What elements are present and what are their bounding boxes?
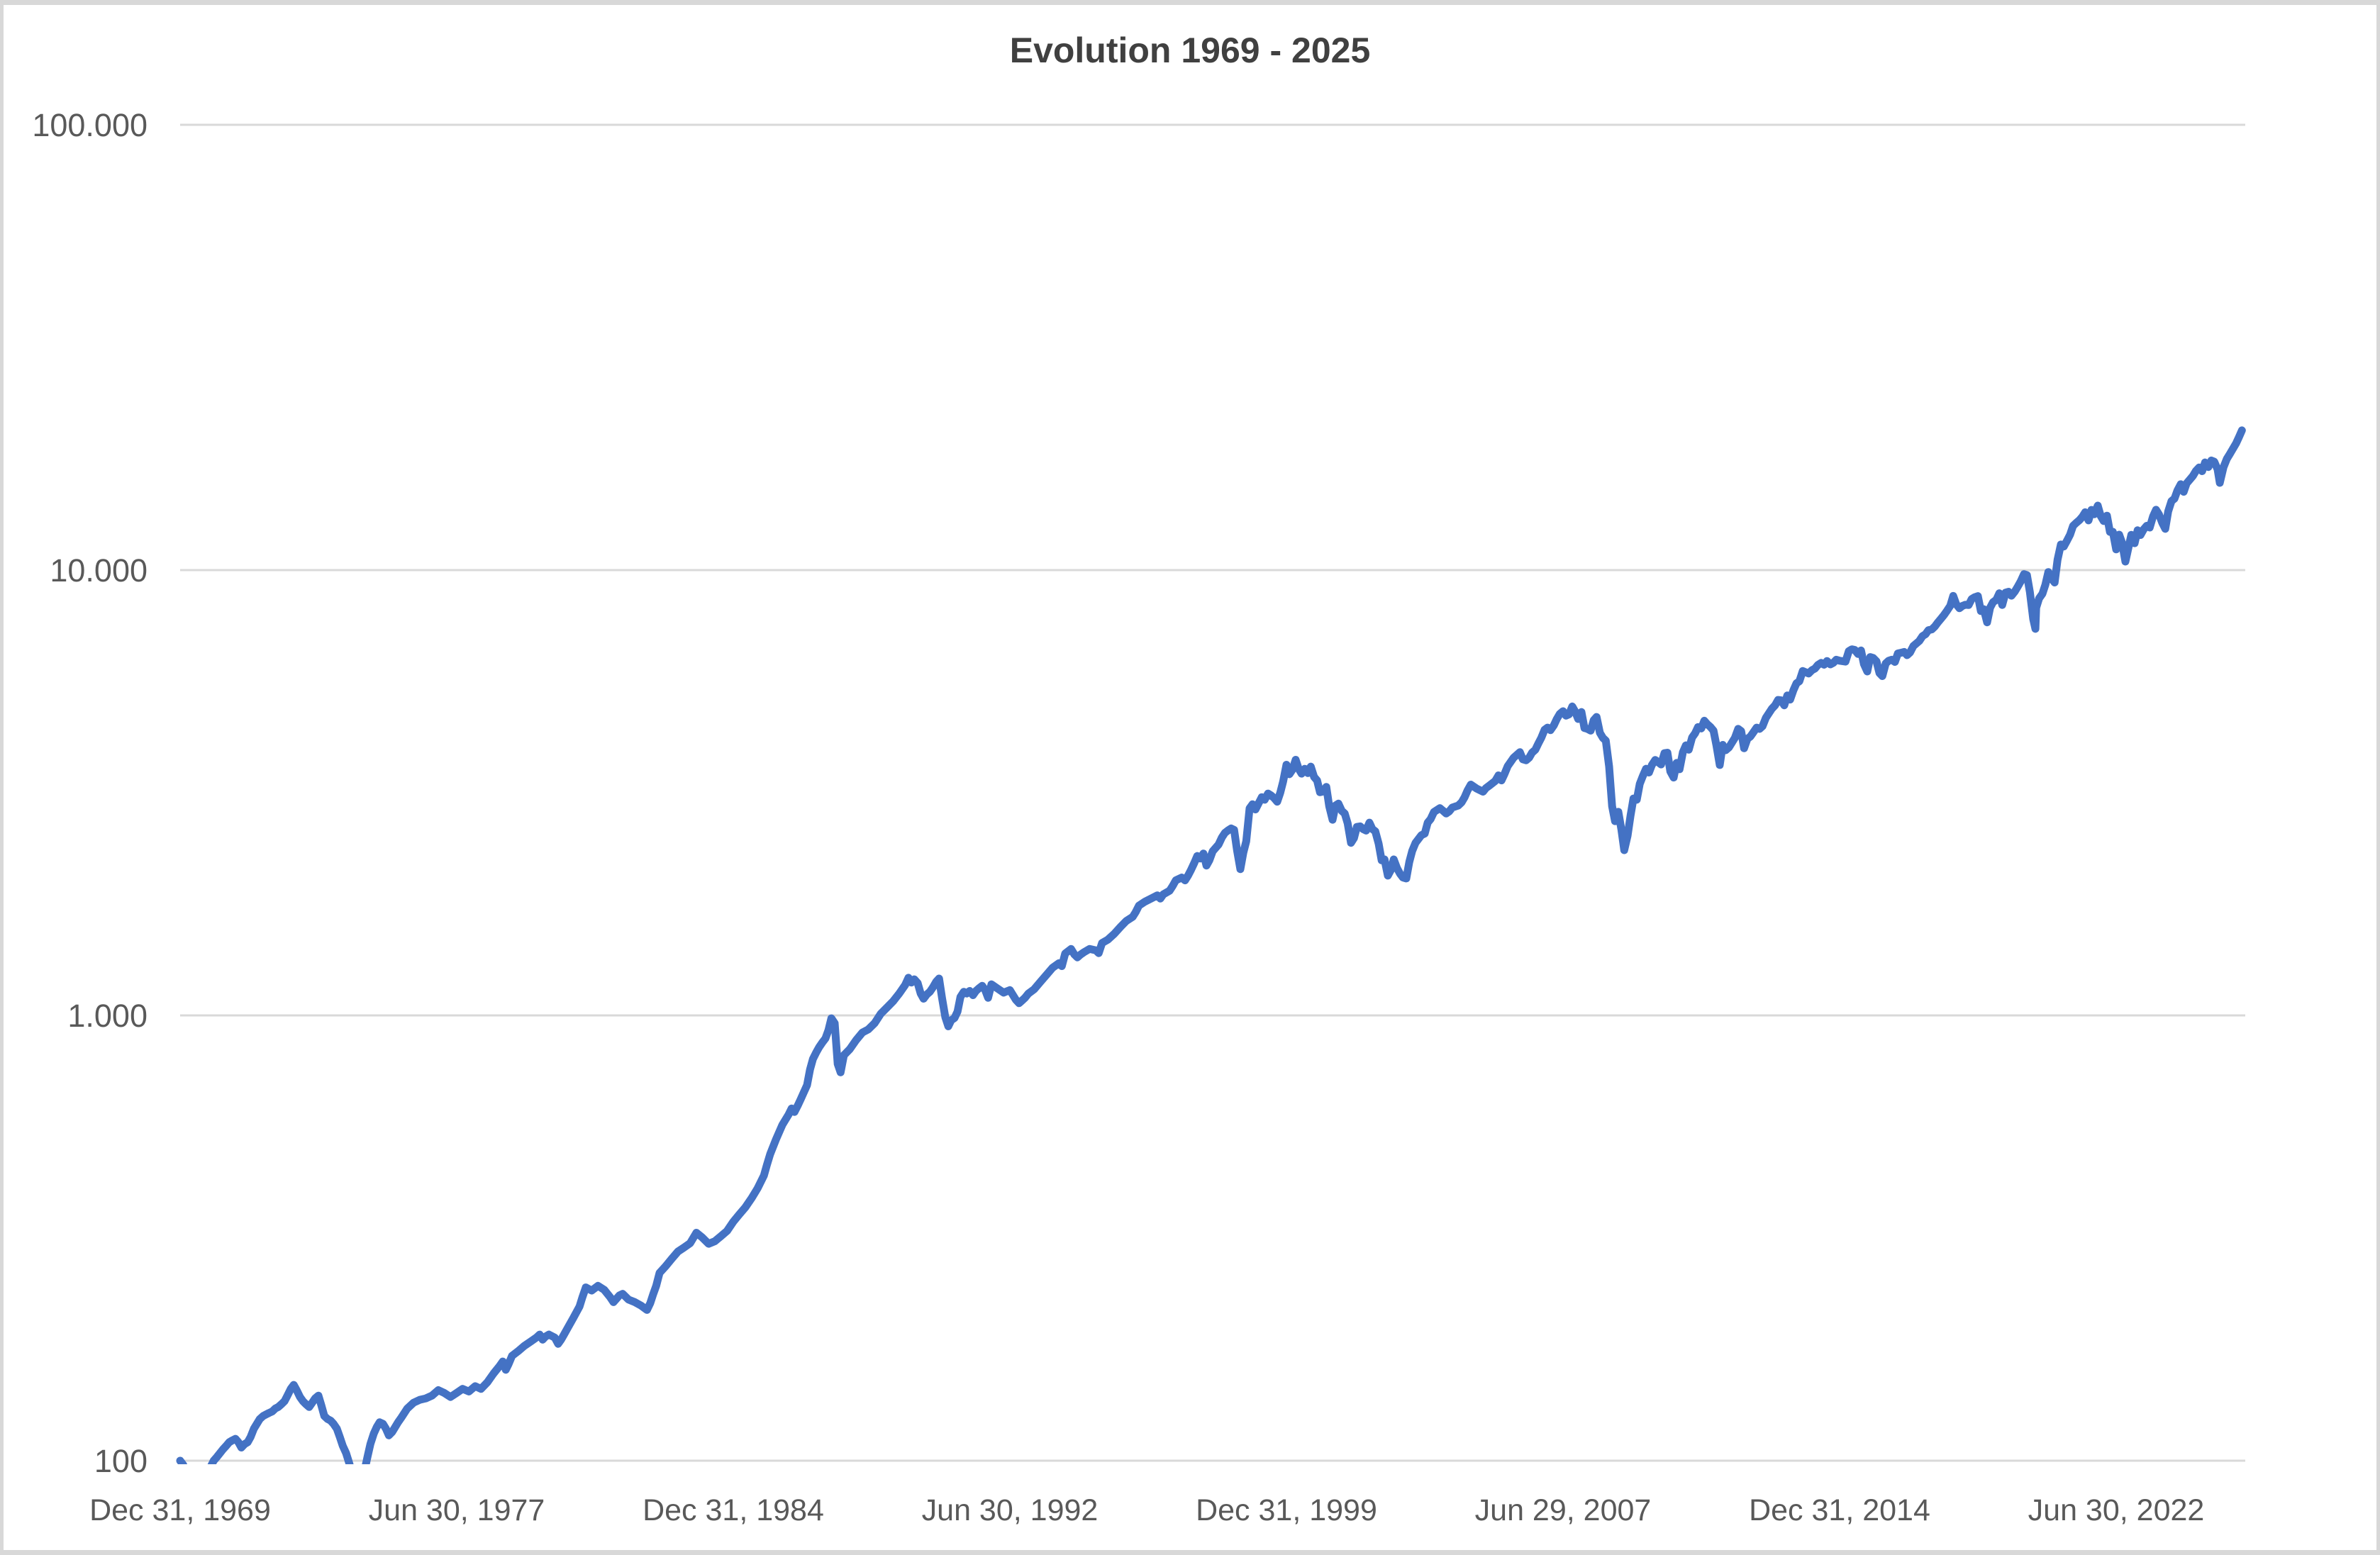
y-axis-tick-label: 1.000	[67, 998, 148, 1034]
x-axis-tick-label: Dec 31, 2014	[1749, 1493, 1930, 1527]
y-axis-tick-label: 10.000	[50, 552, 148, 589]
chart-title: Evolution 1969 - 2025	[1009, 30, 1371, 70]
x-axis-tick-label: Jun 30, 1992	[922, 1493, 1099, 1527]
y-axis-labels: 100.000 10.000 1.000 100	[32, 107, 148, 1479]
x-axis-tick-label: Jun 30, 2022	[2028, 1493, 2205, 1527]
screenshot-border-right	[2376, 0, 2380, 1555]
x-axis-labels: Dec 31, 1969 Jun 30, 1977 Dec 31, 1984 Jun …	[89, 1493, 2204, 1527]
x-axis-tick-label: Jun 29, 2007	[1475, 1493, 1652, 1527]
x-axis-tick-label: Dec 31, 1984	[643, 1493, 824, 1527]
x-axis-tick-label: Jun 30, 1977	[369, 1493, 545, 1527]
y-axis-tick-label: 100.000	[32, 107, 148, 143]
y-axis-tick-label: 100	[94, 1443, 148, 1479]
screenshot-border-left	[0, 0, 4, 1555]
x-axis-tick-label: Dec 31, 1969	[89, 1493, 271, 1527]
index-series-line	[176, 426, 2246, 1464]
x-axis-tick-label: Dec 31, 1999	[1196, 1493, 1377, 1527]
gridlines	[180, 123, 2245, 1462]
screenshot-border-top	[0, 0, 2380, 5]
screenshot-border-bottom	[0, 1550, 2380, 1555]
